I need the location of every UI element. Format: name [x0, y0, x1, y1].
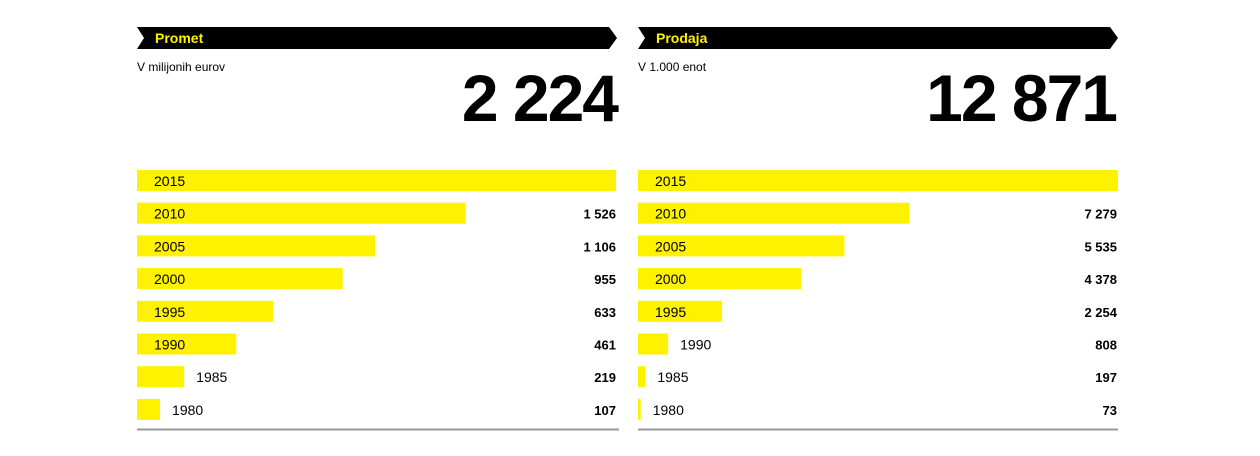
value-label: 4 378: [1084, 272, 1117, 287]
bar-2015: [137, 170, 616, 191]
value-label: 73: [1103, 403, 1117, 418]
value-label: 5 535: [1084, 239, 1117, 254]
value-label: 955: [594, 272, 616, 287]
bar-2005: [137, 235, 376, 257]
bar-1985: [137, 366, 185, 388]
bar-1980: [137, 398, 161, 420]
category-label: 2015: [154, 173, 185, 189]
category-label: 2000: [655, 271, 686, 287]
bar-2015: [638, 170, 1118, 191]
prodaja-total: 12 871: [926, 61, 1118, 135]
category-label: 1990: [680, 337, 711, 353]
value-label: 107: [594, 403, 616, 418]
bar-1990: [137, 333, 237, 355]
value-label: 219: [594, 370, 616, 385]
promet-panel: Promet V milijonih eurov 2 224 2015 2010 1…: [137, 0, 619, 456]
bar-1980: [638, 398, 641, 420]
category-label: 1995: [655, 304, 686, 320]
category-label: 1985: [196, 369, 227, 385]
promet-total: 2 224: [461, 61, 619, 135]
category-label: 1995: [154, 304, 185, 320]
prodaja-title: Prodaja: [656, 30, 708, 46]
bar-1985: [638, 366, 646, 388]
bar-2010: [638, 202, 910, 224]
value-label: 197: [1095, 370, 1117, 385]
bar-1995: [638, 300, 723, 322]
category-label: 2010: [154, 206, 185, 222]
value-label: 808: [1095, 338, 1117, 353]
category-label: 2005: [154, 238, 185, 254]
category-label: 2015: [655, 173, 686, 189]
category-label: 1990: [154, 337, 185, 353]
banner-arrow-shape: [638, 27, 1118, 49]
prodaja-panel: Prodaja V 1.000 enot 12 871 2015 2010 7 27…: [638, 0, 1118, 456]
category-label: 1980: [653, 402, 684, 418]
promet-banner: Promet: [137, 27, 619, 49]
promet-title: Promet: [155, 30, 204, 46]
bar-2005: [638, 235, 845, 257]
promet-subtitle: V milijonih eurov: [137, 60, 226, 74]
bar-1990: [638, 333, 669, 355]
prodaja-bar-chart: 2015 2010 7 279 2005 5 535 2000 4 378 1995 2 254…: [638, 170, 1118, 431]
prodaja-banner: Prodaja: [638, 27, 1118, 49]
bar-2000: [638, 268, 802, 290]
promet-bar-chart: 2015 2010 1 526 2005 1 106 2000 955 1995 633 1990…: [137, 170, 619, 431]
value-label: 1 106: [583, 239, 616, 254]
value-label: 7 279: [1084, 207, 1117, 222]
value-label: 1 526: [583, 207, 616, 222]
prodaja-subtitle: V 1.000 enot: [638, 60, 707, 74]
value-label: 2 254: [1084, 305, 1117, 320]
category-label: 1980: [172, 402, 203, 418]
value-label: 633: [594, 305, 616, 320]
bar-1995: [137, 300, 274, 322]
category-label: 2000: [154, 271, 185, 287]
category-label: 2005: [655, 238, 686, 254]
category-label: 2010: [655, 206, 686, 222]
bar-2010: [137, 202, 466, 224]
category-label: 1985: [657, 369, 688, 385]
bar-2000: [137, 268, 343, 290]
banner-arrow-shape: [137, 27, 617, 49]
value-label: 461: [594, 338, 616, 353]
